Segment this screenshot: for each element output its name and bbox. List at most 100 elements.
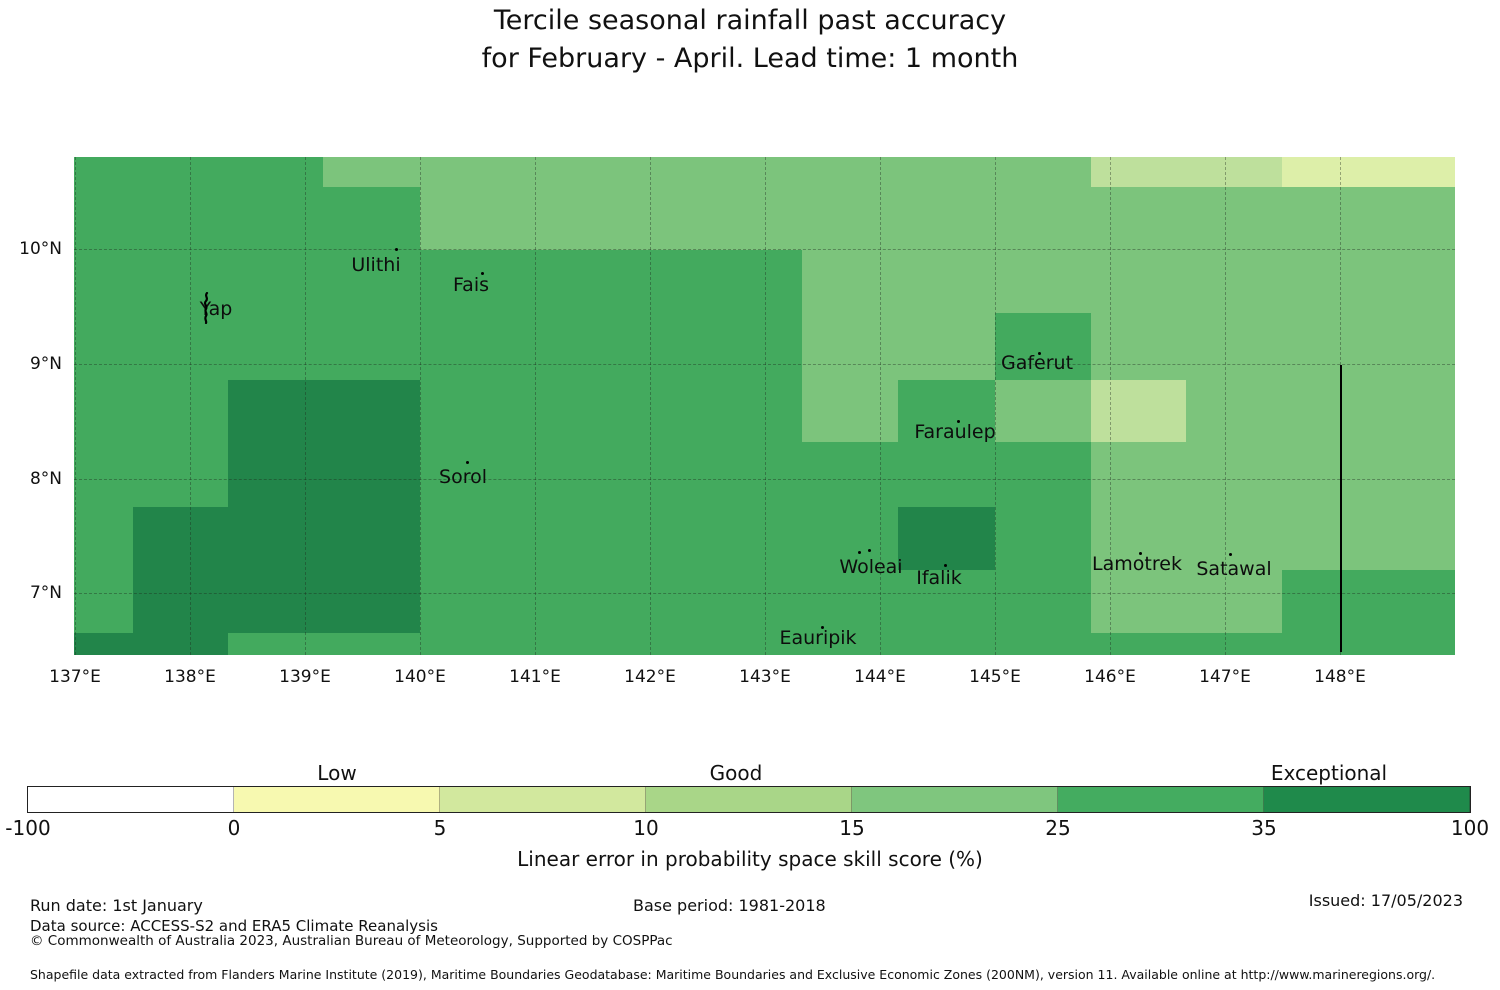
skill-cell-10-15 <box>1091 380 1186 442</box>
colorbar-bin--100-0 <box>28 787 234 812</box>
island-shape-yap <box>198 291 214 328</box>
footer-issued: Issued: 17/05/2023 <box>1308 891 1463 910</box>
island-label-ulithi: Ulithi <box>351 254 401 276</box>
x-tick-label: 142°E <box>624 667 676 687</box>
skill-cell-15-25 <box>420 157 1091 250</box>
gridline-147°E <box>1225 157 1226 655</box>
colorbar-tick-label: 0 <box>227 816 241 840</box>
island-marker-fais <box>481 272 484 275</box>
island-marker-sorol <box>466 461 469 464</box>
gridline-143°E <box>765 157 766 655</box>
colorbar-bin-5-10 <box>440 787 646 812</box>
colorbar-caption: Linear error in probability space skill … <box>517 847 983 871</box>
colorbar-category-label: Good <box>709 761 763 785</box>
colorbar-category-label: Low <box>317 761 357 785</box>
y-tick-label: 10°N <box>19 239 62 259</box>
colorbar-tick-label: 25 <box>1045 816 1071 840</box>
chart-title-line1: Tercile seasonal rainfall past accuracy <box>493 5 1007 36</box>
island-label-lamotrek: Lamotrek <box>1092 553 1182 575</box>
gridline-146°E <box>1110 157 1111 655</box>
x-tick-label: 140°E <box>394 667 446 687</box>
x-tick-label: 139°E <box>279 667 331 687</box>
island-marker-gaferut <box>1038 352 1041 355</box>
eez-boundary-line <box>1340 365 1342 652</box>
skill-cell-15-25 <box>995 380 1091 442</box>
island-marker-lamotrek <box>1139 552 1142 555</box>
skill-cell-25-35 <box>995 313 1091 380</box>
colorbar-tick-label: 100 <box>1450 816 1490 840</box>
footer-copyright: © Commonwealth of Australia 2023, Austra… <box>30 933 673 949</box>
colorbar-bin-25-35 <box>1058 787 1264 812</box>
skill-cell-35-100 <box>74 633 228 655</box>
x-tick-label: 147°E <box>1199 667 1251 687</box>
footer-base-period: Base period: 1981-2018 <box>633 896 826 915</box>
skill-cell-15-25 <box>802 380 898 442</box>
skill-cell-35-100 <box>228 380 420 507</box>
footer-run-date: Run date: 1st January <box>30 896 203 915</box>
gridline-140°E <box>420 157 421 655</box>
island-label-eauripik: Eauripik <box>779 627 857 649</box>
skill-cell-10-15 <box>1091 157 1282 187</box>
x-tick-label: 146°E <box>1084 667 1136 687</box>
colorbar-bin-10-15 <box>646 787 852 812</box>
y-tick-label: 9°N <box>29 354 62 374</box>
island-label-sorol: Sorol <box>439 466 487 488</box>
island-label-faraulep: Faraulep <box>914 421 996 443</box>
island-marker-satawal <box>1229 553 1232 556</box>
skill-cell-15-25 <box>323 157 420 187</box>
island-marker-ifalik <box>944 564 947 567</box>
island-label-yap: Yap <box>199 298 233 320</box>
colorbar-tick-label: -100 <box>5 816 51 840</box>
gridline-138°E <box>190 157 191 655</box>
colorbar-bin-15-25 <box>852 787 1058 812</box>
colorbar-bin-35-100 <box>1264 787 1470 812</box>
colorbar-tick-label: 15 <box>839 816 865 840</box>
island-label-fais: Fais <box>452 274 490 296</box>
island-label-gaferut: Gaferut <box>1000 352 1074 374</box>
gridline-7°N <box>74 593 1455 594</box>
colorbar-tick-label: 5 <box>433 816 447 840</box>
gridline-137°E <box>75 157 76 655</box>
island-marker-ulithi <box>395 248 398 251</box>
gridline-141°E <box>535 157 536 655</box>
skill-cell-35-100 <box>898 507 995 570</box>
island-label-woleai: Woleai <box>839 556 903 578</box>
gridline-145°E <box>995 157 996 655</box>
x-tick-label: 144°E <box>854 667 906 687</box>
footer-shapefile-credit: Shapefile data extracted from Flanders M… <box>30 967 1436 982</box>
gridline-8°N <box>74 479 1455 480</box>
x-tick-label: 145°E <box>969 667 1021 687</box>
colorbar-tick-label: 10 <box>633 816 659 840</box>
island-marker-eauripik <box>821 626 824 629</box>
x-tick-label: 137°E <box>49 667 101 687</box>
island-marker-woleai <box>868 549 871 552</box>
gridline-144°E <box>880 157 881 655</box>
x-tick-label: 141°E <box>509 667 561 687</box>
colorbar-frame <box>27 786 1471 813</box>
colorbar-category-label: Exceptional <box>1270 761 1388 785</box>
footer-data-source: Data source: ACCESS-S2 and ERA5 Climate … <box>30 917 438 935</box>
colorbar-bin-0-5 <box>234 787 440 812</box>
chart-title-line2: for February - April. Lead time: 1 month <box>481 43 1019 74</box>
gridline-9°N <box>74 364 1455 365</box>
colorbar-tick-label: 35 <box>1251 816 1277 840</box>
gridline-139°E <box>305 157 306 655</box>
y-tick-label: 7°N <box>29 583 62 603</box>
skill-cell-15-25 <box>1091 187 1455 570</box>
x-tick-label: 143°E <box>739 667 791 687</box>
y-tick-label: 8°N <box>29 469 62 489</box>
island-marker-faraulep <box>957 420 960 423</box>
skill-cell-5-10 <box>1282 157 1455 187</box>
gridline-10°N <box>74 249 1455 250</box>
island-label-satawal: Satawal <box>1196 558 1272 580</box>
skill-cell-15-25 <box>1091 570 1282 633</box>
island-label-ifalik: Ifalik <box>916 567 962 589</box>
x-tick-label: 148°E <box>1314 667 1366 687</box>
skill-cell-15-25 <box>995 250 1091 313</box>
x-tick-label: 138°E <box>164 667 216 687</box>
skill-cell-15-25 <box>802 250 995 380</box>
island-marker-woleai <box>858 551 861 554</box>
skill-cell-35-100 <box>133 507 420 633</box>
gridline-142°E <box>650 157 651 655</box>
